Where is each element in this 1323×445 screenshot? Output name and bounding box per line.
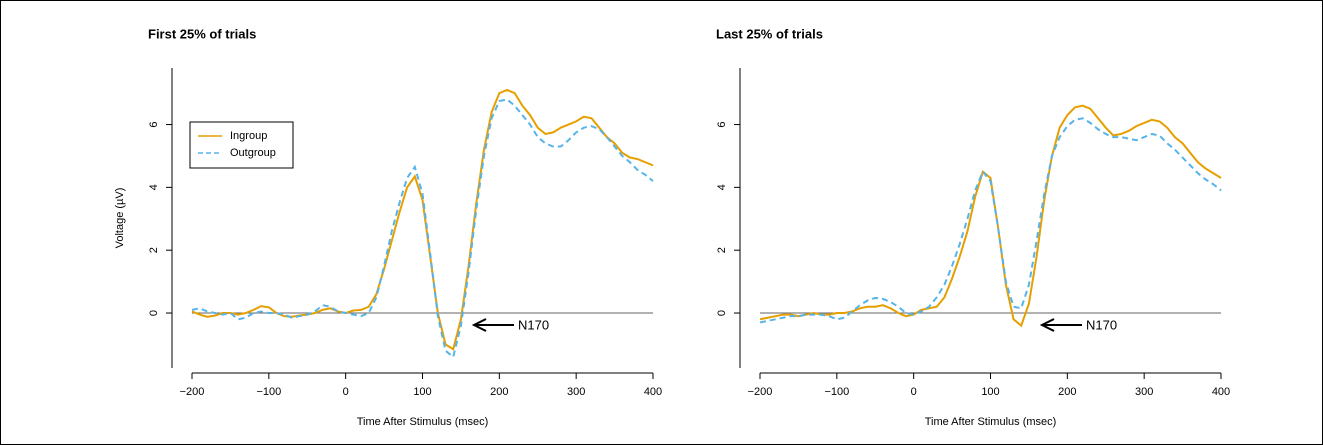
x-tick-label: 300 — [567, 386, 585, 398]
y-axis-label: Voltage (µV) — [114, 188, 126, 249]
y-tick-label: 2 — [148, 247, 160, 253]
x-tick-label: 100 — [413, 386, 431, 398]
x-tick-label: 400 — [644, 386, 662, 398]
x-tick-label: 300 — [1135, 386, 1153, 398]
x-tick-label: −100 — [256, 386, 281, 398]
chart-title: Last 25% of trials — [716, 26, 823, 41]
x-tick-label: 0 — [911, 386, 917, 398]
x-axis-label: Time After Stimulus (msec) — [357, 416, 489, 428]
y-tick-label: 4 — [716, 184, 728, 190]
annotation: N170 — [518, 317, 549, 332]
x-tick-label: 200 — [490, 386, 508, 398]
data-line — [191, 88, 654, 351]
annotation: N170 — [1086, 317, 1117, 332]
annotation-arrow-head — [1039, 318, 1055, 332]
x-tick-label: 0 — [343, 386, 349, 398]
y-tick-label: 6 — [716, 121, 728, 127]
y-tick-label: 6 — [148, 121, 160, 127]
x-tick-label: 100 — [981, 386, 999, 398]
chart-title: First 25% of trials — [148, 26, 256, 41]
data-line — [191, 98, 654, 359]
data-line — [759, 104, 1222, 328]
legend-box — [189, 121, 294, 169]
x-tick-label: 400 — [1212, 386, 1230, 398]
legend-label: Outgroup — [230, 147, 276, 159]
y-tick-label: 2 — [716, 247, 728, 253]
y-tick-label: 0 — [148, 310, 160, 316]
annotation-arrow-head — [471, 318, 487, 332]
y-tick-label: 4 — [148, 184, 160, 190]
data-line — [759, 117, 1222, 324]
x-axis-label: Time After Stimulus (msec) — [925, 416, 1057, 428]
legend-label: Ingroup — [230, 130, 267, 142]
x-tick-label: 200 — [1058, 386, 1076, 398]
x-tick-label: −200 — [180, 386, 205, 398]
y-tick-label: 0 — [716, 310, 728, 316]
x-tick-label: −200 — [748, 386, 773, 398]
x-tick-label: −100 — [824, 386, 849, 398]
